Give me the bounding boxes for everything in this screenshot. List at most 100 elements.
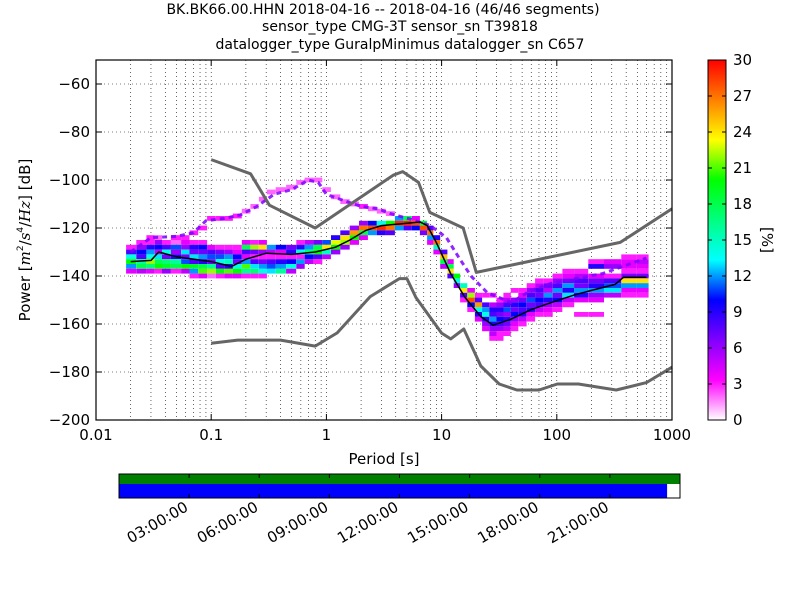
histogram-cell — [574, 278, 589, 284]
histogram-cell — [207, 216, 216, 221]
histogram-cell — [286, 268, 297, 274]
x-tick-label: 1000 — [653, 426, 691, 444]
histogram-cell — [181, 259, 190, 264]
histogram-cell — [637, 273, 649, 279]
histogram-cell — [241, 268, 251, 274]
timeline-tick-label: 06:00:00 — [194, 498, 261, 547]
histogram-cell — [467, 307, 475, 312]
histogram-cell — [385, 230, 395, 236]
x-axis-label: Period [s] — [348, 450, 419, 468]
histogram-cell — [367, 220, 377, 226]
histogram-cell — [296, 180, 305, 185]
histogram-cell — [313, 254, 323, 260]
histogram-cell — [604, 259, 622, 264]
histogram-cell — [189, 230, 199, 236]
histogram-cell — [440, 249, 448, 255]
histogram-cell — [518, 321, 527, 327]
histogram-cell — [198, 264, 208, 269]
upper-percentile-curve — [129, 178, 647, 305]
histogram-cell — [170, 264, 181, 269]
timeline-tick-label: 15:00:00 — [404, 498, 471, 547]
histogram-cell — [503, 326, 511, 332]
histogram-cell — [510, 312, 519, 317]
histogram-cell — [552, 302, 563, 308]
histogram-cell — [154, 259, 162, 264]
y-tick-label: −140 — [49, 267, 90, 285]
histogram-cell — [189, 264, 199, 269]
histogram-cell — [198, 273, 208, 279]
mean-curve — [130, 221, 647, 327]
histogram-cell — [286, 249, 297, 255]
histogram-cell — [535, 283, 544, 288]
histogram-cell — [258, 268, 267, 274]
histogram-cell — [232, 249, 242, 255]
histogram-cell — [189, 249, 199, 255]
histogram-cell — [562, 268, 575, 274]
timeline-tick-label: 21:00:00 — [545, 498, 612, 547]
histogram-cell — [286, 264, 297, 269]
histogram-cell — [241, 259, 251, 264]
histogram-cell — [526, 302, 536, 308]
histogram-cell — [489, 331, 497, 336]
histogram-cell — [189, 240, 199, 245]
histogram-cell — [181, 235, 190, 240]
histogram-cell — [489, 326, 497, 332]
histogram-cell — [275, 264, 287, 269]
histogram-cell — [181, 244, 190, 250]
histogram-cell — [304, 240, 314, 245]
histogram-cell — [467, 288, 475, 293]
histogram-cell — [181, 264, 190, 269]
histogram-cell — [258, 249, 267, 255]
histogram-cell — [126, 244, 137, 250]
histogram-cell — [510, 326, 519, 332]
histogram-cell — [588, 278, 604, 284]
ylabel-unit-m: m — [16, 251, 34, 265]
colorbar: 0 3 6 9 12 15 18 21 24 27 30 — [707, 51, 752, 429]
histogram-cell — [467, 297, 475, 303]
histogram-cell — [453, 273, 461, 279]
histogram-cell — [427, 225, 434, 231]
histogram-cell — [224, 216, 233, 221]
histogram-cell — [552, 292, 563, 298]
histogram-cell — [588, 312, 604, 317]
histogram-cell — [543, 307, 553, 312]
histogram-cell — [574, 312, 589, 317]
histogram-cell — [419, 225, 428, 231]
histogram-cell — [543, 278, 553, 284]
histogram-cell — [604, 278, 622, 284]
colorbar-tick-label: 24 — [733, 123, 752, 141]
histogram-cell — [170, 240, 181, 245]
histogram-cell — [286, 254, 297, 260]
histogram-cell — [154, 254, 162, 260]
y-tick-label: −60 — [58, 75, 90, 93]
histogram-cell — [637, 254, 649, 260]
histogram-cell — [574, 297, 589, 303]
histogram-cell — [266, 249, 276, 255]
histogram-cell — [574, 273, 589, 279]
histogram-cell — [170, 259, 181, 264]
histogram-cell — [526, 312, 536, 317]
y-tick-label: −120 — [49, 219, 90, 237]
colorbar-tick-label: 0 — [733, 411, 743, 429]
histogram-cell — [637, 264, 649, 269]
y-tick-label: −180 — [49, 363, 90, 381]
histogram-cell — [562, 302, 575, 308]
histogram-cell — [349, 230, 359, 236]
histogram-cell — [621, 273, 637, 279]
histogram-cell — [460, 297, 468, 303]
histogram-cell — [304, 244, 314, 250]
histogram-cell — [224, 268, 233, 274]
histogram-cell — [170, 244, 181, 250]
histogram-cell — [535, 297, 544, 303]
histogram-cell — [510, 288, 519, 293]
histogram-cell — [562, 292, 575, 298]
histogram-cell — [637, 283, 649, 288]
histogram-cell — [359, 235, 368, 240]
x-tick-label: 0.1 — [199, 426, 223, 444]
histogram-cell — [474, 297, 483, 303]
histogram-cell — [224, 273, 233, 279]
histogram-cell — [394, 225, 404, 231]
x-tick-label: 1 — [322, 426, 332, 444]
histogram-cell — [526, 297, 536, 303]
